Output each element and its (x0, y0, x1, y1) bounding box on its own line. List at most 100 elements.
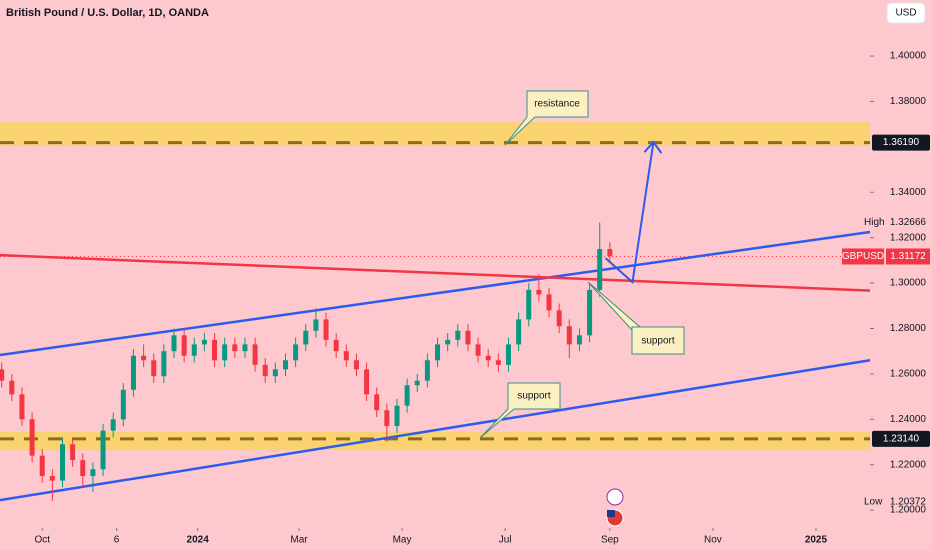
candle-body (333, 339, 339, 352)
level-tag-label: 1.36190 (883, 137, 920, 148)
price-tag (886, 248, 930, 265)
trendline (0, 253, 871, 292)
price-tag-label: 1.31172 (890, 251, 926, 262)
candle-body (566, 326, 572, 345)
x-tick-label: Oct (34, 535, 50, 546)
annotation: support (641, 336, 675, 347)
candle-body (404, 385, 410, 406)
candle-body (262, 364, 268, 377)
candle-body (526, 289, 532, 320)
candle-body (252, 344, 258, 365)
candle-body (485, 355, 491, 361)
level-tag (872, 134, 930, 151)
candle-body (323, 319, 329, 340)
candle-body (445, 339, 451, 345)
y-tick-label: 1.20000 (890, 505, 927, 516)
candle-body (505, 344, 511, 365)
candle-body (29, 419, 35, 456)
candle-body (272, 369, 278, 377)
candle-body (435, 344, 441, 361)
candle-body (424, 360, 430, 381)
symbol-tag (842, 248, 884, 265)
candle-body (495, 360, 501, 365)
x-tick-label: Nov (704, 535, 722, 546)
annotation: resistance (534, 99, 580, 110)
candle-body (556, 310, 562, 327)
candle-body (110, 419, 116, 431)
callout-box (479, 382, 561, 439)
candle-body (394, 405, 400, 427)
zone (0, 122, 870, 146)
event-icon[interactable] (606, 488, 624, 506)
trendline (0, 230, 871, 357)
x-tick-label: Jul (499, 535, 512, 546)
y-tick-label: 1.30000 (890, 278, 927, 289)
candle-body (151, 360, 157, 377)
currency-button[interactable] (886, 2, 926, 24)
y-tick-label: 1.32000 (890, 232, 927, 243)
candle-body (70, 444, 76, 461)
candle-body (9, 380, 15, 395)
candle-body (384, 410, 390, 427)
candle-body (536, 289, 542, 295)
candle-body (80, 460, 86, 477)
candle-body (242, 344, 248, 352)
x-tick-label: Sep (601, 535, 619, 546)
candle-body (303, 330, 309, 345)
candle-body (100, 430, 106, 470)
flag-canton (607, 510, 615, 517)
candle-body (597, 249, 603, 290)
candle-body (141, 355, 147, 361)
arrow-head (643, 140, 663, 154)
level-tag-label: 1.23140 (883, 433, 920, 444)
high-name: High (864, 217, 885, 228)
y-tick-label: 1.38000 (890, 96, 927, 107)
candle-body (475, 344, 481, 356)
high-label: 1.32666 (890, 217, 927, 228)
candle-body (39, 455, 45, 477)
zone (0, 432, 870, 451)
candle-body (0, 369, 5, 381)
candle-body (414, 380, 420, 386)
y-tick-label: 1.22000 (890, 459, 927, 470)
candle-body (576, 335, 582, 345)
candle-body (343, 351, 349, 361)
x-tick-label: 6 (114, 535, 120, 546)
callout-box (504, 90, 589, 146)
y-tick-label: 1.24000 (890, 414, 927, 425)
candle-body (587, 289, 593, 336)
projection-path (604, 141, 655, 285)
candle-body (516, 319, 522, 345)
candle-body (19, 394, 25, 420)
candle-body (293, 344, 299, 361)
y-tick-label: 1.26000 (890, 369, 927, 380)
low-label: 1.20372 (890, 496, 927, 507)
candle-body (161, 351, 167, 377)
candle-body (222, 344, 228, 361)
candle-body (90, 469, 96, 477)
x-tick-label: May (393, 535, 412, 546)
candle-body (465, 330, 471, 345)
candle-body (607, 249, 613, 256)
candle-body (171, 335, 177, 352)
price-scale (870, 0, 932, 550)
chart-title: British Pound / U.S. Dollar, 1D, OANDA (6, 7, 209, 19)
candle-body (374, 394, 380, 411)
candle-body (455, 330, 461, 340)
candle-body (364, 369, 370, 395)
x-tick-label: Mar (290, 535, 308, 546)
candle-body (546, 294, 552, 311)
candle-body (212, 339, 218, 361)
candle-body (130, 355, 136, 390)
candle-body (60, 444, 66, 481)
currency-label[interactable]: USD (895, 8, 916, 19)
candle-body (232, 344, 238, 352)
x-tick-label: 2024 (187, 535, 210, 546)
candle-body (353, 360, 359, 370)
x-tick-label: 2025 (805, 535, 828, 546)
trendline (0, 359, 871, 502)
level-tag (872, 430, 930, 447)
candle-body (201, 339, 207, 345)
callout-box (587, 281, 685, 355)
candle-body (282, 360, 288, 370)
